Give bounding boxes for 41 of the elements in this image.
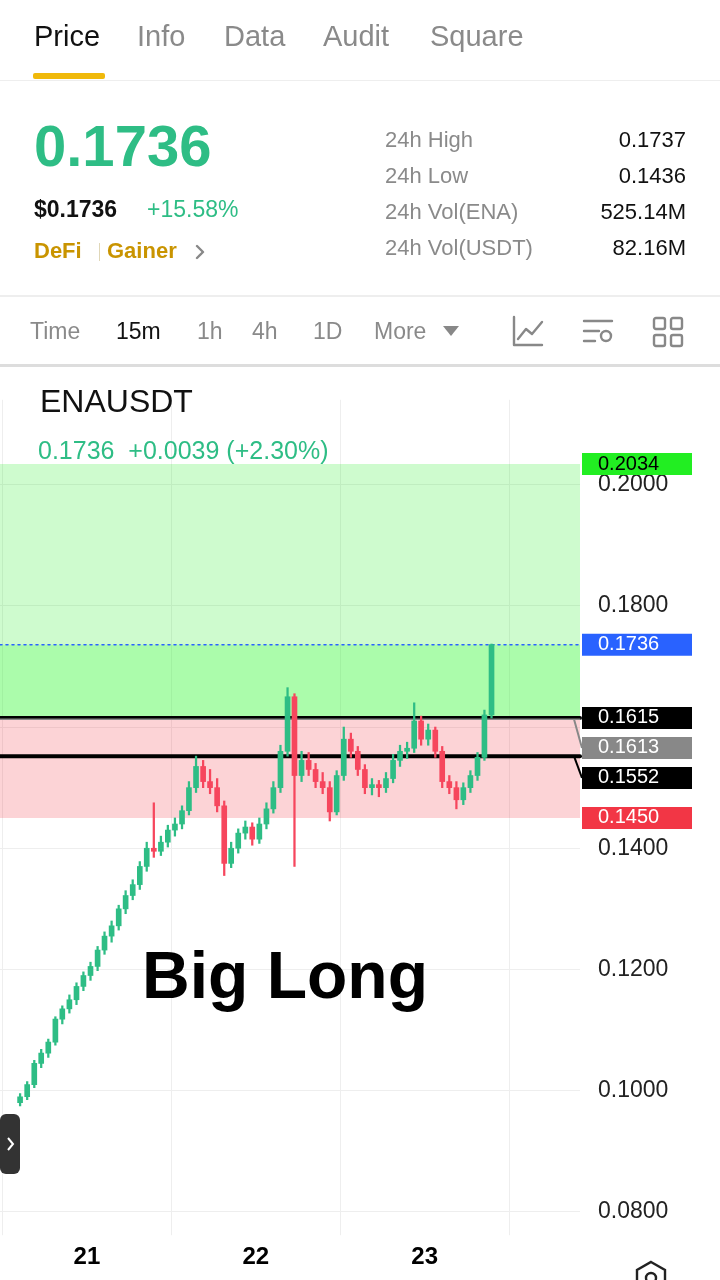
- text: 4h: [252, 318, 278, 345]
- text: 0.1737: [618, 127, 686, 152]
- text: 24h Vol(ENA): [385, 199, 519, 225]
- legend-label: 0.1613: [598, 735, 660, 758]
- y-tick-label: 0.1800: [598, 591, 669, 618]
- text: Info: [137, 20, 186, 53]
- text: 82.16M: [612, 235, 686, 260]
- text: 1h: [197, 318, 223, 345]
- y-tick-label: 0.1000: [598, 1076, 669, 1103]
- y-tick-label: 0.1200: [598, 954, 669, 981]
- chart-title: ENAUSDT: [40, 383, 193, 420]
- text: Data: [224, 20, 286, 53]
- band-label: 0.1450: [598, 805, 660, 828]
- x-tick-label: 21: [73, 1242, 101, 1270]
- text: 24h Vol(USDT): [385, 235, 533, 261]
- x-tick-label: 23: [411, 1242, 439, 1270]
- ref-line-label: 0.1736: [598, 632, 660, 655]
- text: DeFi: [34, 238, 82, 264]
- text: 0.1736 +0.0039 (+2.30%): [38, 436, 329, 465]
- text: $0.1736: [34, 196, 118, 223]
- text: +15.58%: [147, 196, 239, 223]
- text: Square: [430, 20, 524, 53]
- text: 0.1436: [618, 163, 686, 188]
- ref-line-label: 0.1615: [598, 705, 660, 728]
- y-tick-label: 0.0800: [598, 1197, 669, 1224]
- text: Gainer: [107, 238, 177, 264]
- text: 24h Low: [385, 163, 469, 189]
- text: Audit: [323, 20, 390, 53]
- annotation: Big Long: [142, 938, 428, 1012]
- band-label: 0.2034: [598, 451, 660, 474]
- x-tick-label: 22: [242, 1242, 270, 1270]
- text: Price: [34, 20, 101, 53]
- legend-label: 0.1552: [598, 765, 660, 788]
- y-tick-label: 0.1400: [598, 833, 669, 860]
- text: 525.14M: [600, 199, 686, 224]
- text: 1D: [313, 318, 343, 345]
- text: 15m: [116, 318, 161, 345]
- text: Time: [30, 318, 81, 345]
- text: More: [374, 318, 427, 345]
- text: 24h High: [385, 127, 474, 153]
- text: 0.1736: [34, 112, 212, 179]
